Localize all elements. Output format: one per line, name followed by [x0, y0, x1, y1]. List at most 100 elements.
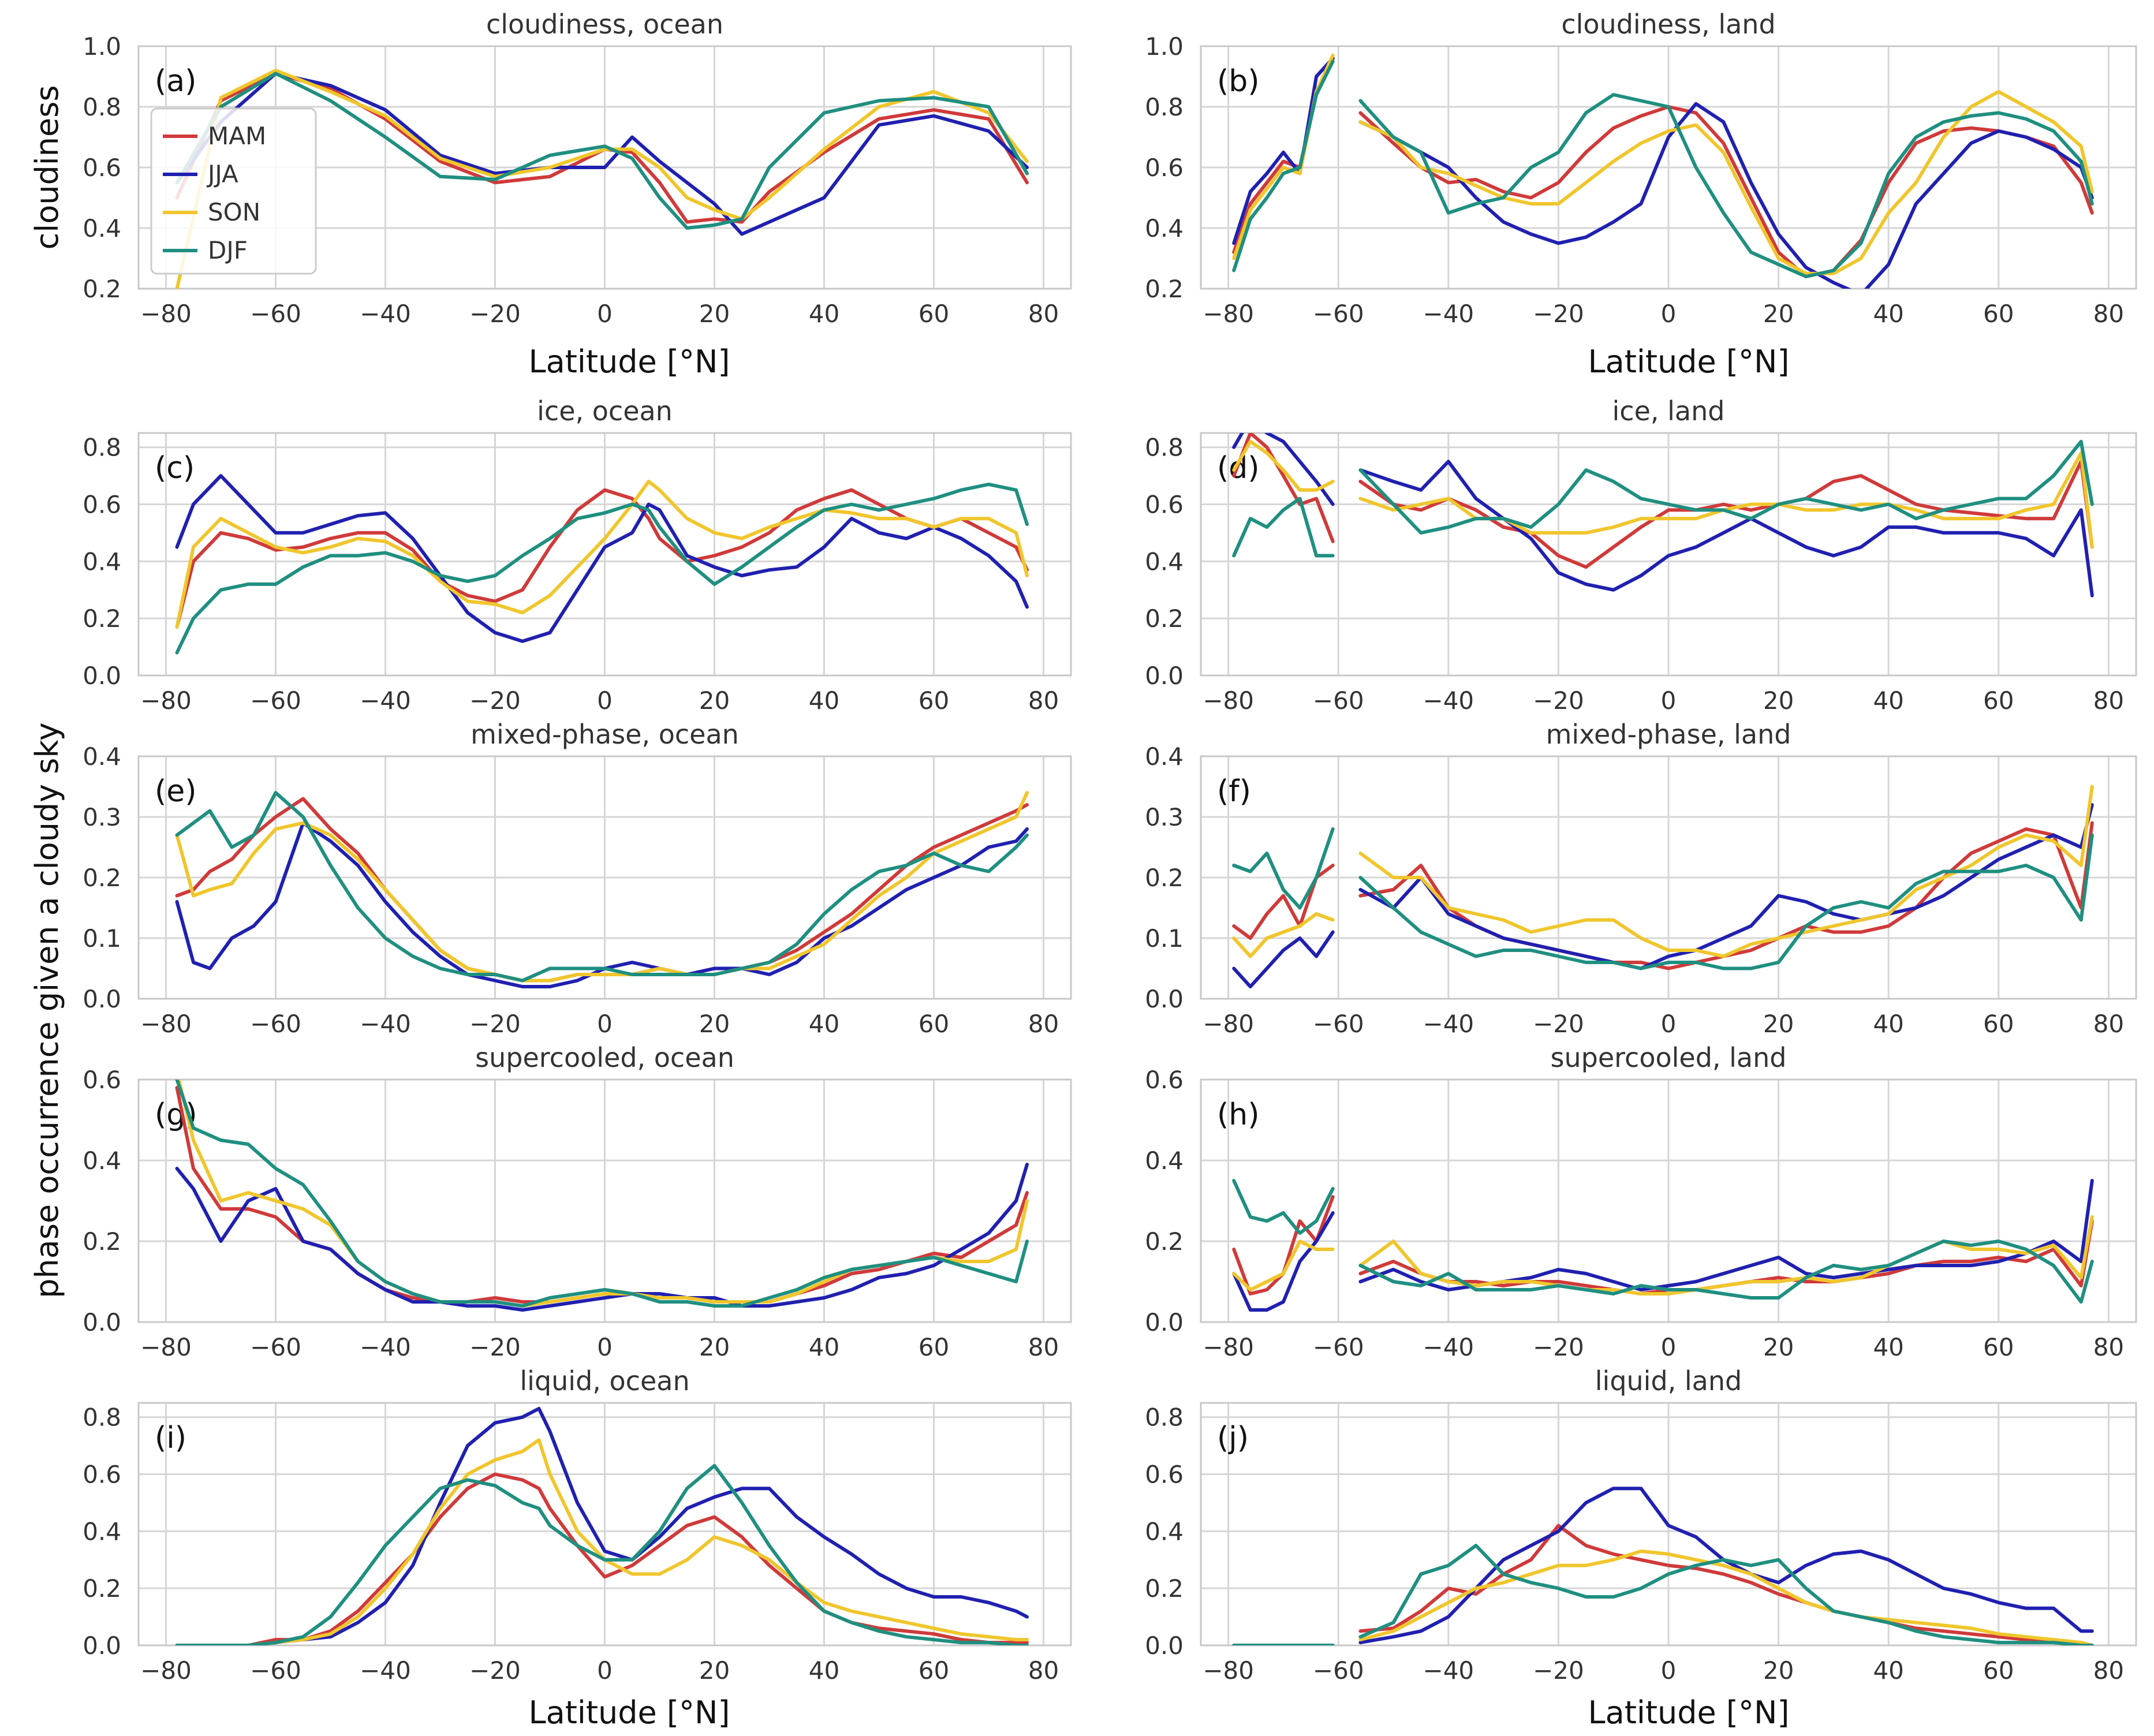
x-tick-label: 60	[1983, 1010, 2014, 1038]
x-tick-label: −40	[360, 1010, 411, 1038]
y-tick-label: 0.0	[83, 985, 121, 1013]
panel-h: −80 −60 −40 −20 0 20 40 60 80 0.0 0.2 0.4 0.6 superco…	[1145, 1042, 2137, 1361]
series-line-djf-b	[1232, 59, 2094, 278]
y-tick-label: 0.3	[1145, 803, 1184, 831]
x-tick-label: −80	[1203, 1656, 1254, 1685]
x-tick-label: 80	[1028, 686, 1059, 715]
x-tick-label: −80	[140, 300, 192, 328]
y-tick-label: 0.0	[1145, 1308, 1184, 1336]
x-tick-label: −20	[469, 1656, 521, 1685]
x-tick-label: −20	[1533, 300, 1584, 328]
y-tick-label: 0.4	[83, 1147, 121, 1175]
x-tick-label: 20	[1763, 1010, 1794, 1038]
x-tick-label: 60	[919, 1656, 949, 1685]
plot-frame-c	[137, 432, 1072, 677]
y-tick-label: 0.1	[1145, 924, 1184, 953]
panels: −80 −60 −40 −20 0 20 40 60 80 0.2 0.4 0.6 0.8 1.0 clou…	[83, 9, 2137, 1685]
y-tick-label: 0.6	[1145, 1461, 1184, 1489]
x-tick-label: −60	[250, 686, 301, 715]
panel-title-i: liquid, ocean	[520, 1365, 689, 1397]
x-label-j: Latitude [°N]	[1588, 1694, 1790, 1731]
x-tick-label: −60	[250, 1333, 301, 1361]
x-tick-label: 40	[1873, 1333, 1903, 1361]
x-tick-label: 60	[1983, 1656, 2014, 1685]
x-tick-label: −80	[1203, 1010, 1254, 1038]
y-tick-label: 0.3	[83, 803, 121, 831]
y-tick-label: 0.2	[1145, 275, 1184, 303]
series-line-son-h	[1232, 1215, 2094, 1296]
panel-letter-e: (e)	[155, 774, 197, 809]
x-tick-label: −60	[1313, 1656, 1364, 1685]
series-line-son-a	[175, 69, 1029, 289]
plot-frame-h	[1200, 1078, 2137, 1323]
x-tick-label: 20	[699, 1333, 730, 1361]
y-tick-label: 0.0	[83, 662, 121, 690]
y-tick-label: 0.2	[83, 275, 121, 303]
panel-f: −80 −60 −40 −20 0 20 40 60 80 0.0 0.1 0.2 0.3 0.4 mixe…	[1145, 719, 2137, 1038]
y-tick-label: 0.4	[1145, 1147, 1184, 1175]
y-tick-label: 0.4	[1145, 1517, 1184, 1545]
y-tick-label: 0.0	[1145, 985, 1184, 1013]
legend-label-son: SON	[208, 198, 260, 226]
y-tick-label: 0.0	[83, 1632, 121, 1660]
y-tick-label: 0.2	[83, 1574, 121, 1603]
x-tick-label: −20	[469, 686, 521, 715]
panel-title-c: ice, ocean	[537, 395, 673, 427]
y-tick-label: 0.4	[83, 1517, 121, 1545]
x-tick-label: 80	[2093, 1333, 2124, 1361]
plot-frame-e	[137, 755, 1072, 1000]
x-tick-label: −80	[1203, 1333, 1254, 1361]
panel-title-j: liquid, land	[1595, 1365, 1742, 1397]
panel-c: −80 −60 −40 −20 0 20 40 60 80 0.0 0.2 0.4 0.6 0.8 ice,…	[83, 395, 1072, 715]
panel-j: −80 −60 −40 −20 0 20 40 60 80 0.0 0.2 0.4 0.6 0.8 liqu…	[1145, 1365, 2137, 1685]
series-line-djf-c	[175, 482, 1029, 655]
x-tick-label: 0	[1661, 300, 1677, 328]
x-tick-label: 80	[2093, 1656, 2124, 1685]
y-tick-label: 0.2	[1145, 864, 1184, 892]
x-tick-label: 60	[919, 1333, 949, 1361]
y-tick-label: 0.0	[83, 1308, 121, 1336]
panel-title-e: mixed-phase, ocean	[471, 719, 739, 750]
x-tick-label: −40	[1423, 686, 1474, 715]
x-tick-label: 40	[1873, 1010, 1903, 1038]
x-tick-label: −60	[250, 1656, 301, 1685]
x-tick-label: 60	[1983, 686, 2014, 715]
x-tick-label: −40	[360, 1656, 411, 1685]
y-tick-label: 0.6	[83, 491, 121, 519]
y-tick-label: 0.6	[83, 154, 121, 182]
y-tick-label: 0.0	[1145, 662, 1184, 690]
x-tick-label: 60	[919, 1010, 949, 1038]
x-tick-label: 80	[1028, 1656, 1059, 1685]
series-line-mam-a	[175, 72, 1029, 224]
x-tick-label: 40	[1873, 1656, 1903, 1685]
x-tick-label: 80	[1028, 1333, 1059, 1361]
x-tick-label: 60	[1983, 300, 2014, 328]
x-tick-label: −60	[250, 300, 301, 328]
x-tick-label: −40	[1423, 1333, 1474, 1361]
series-line-djf-e	[175, 791, 1029, 983]
x-tick-label: 40	[809, 686, 839, 715]
x-tick-label: −80	[140, 1333, 192, 1361]
panel-title-a: cloudiness, ocean	[486, 9, 723, 40]
panel-letter-i: (i)	[155, 1421, 186, 1455]
series-line-son-c	[175, 480, 1029, 629]
y-tick-label: 0.6	[83, 1066, 121, 1094]
panel-letter-j: (j)	[1217, 1421, 1249, 1455]
plot-frame-f	[1200, 755, 2137, 1000]
y-tick-label: 0.6	[83, 1461, 121, 1489]
x-tick-label: 0	[1661, 1656, 1677, 1685]
panel-title-g: supercooled, ocean	[475, 1042, 734, 1073]
x-label-a: Latitude [°N]	[529, 344, 730, 380]
legend-box	[150, 107, 317, 275]
series-line-jja-i	[175, 1406, 1029, 1645]
x-tick-label: 40	[1873, 300, 1903, 328]
panel-letter-h: (h)	[1217, 1097, 1260, 1132]
x-tick-label: 0	[597, 686, 613, 715]
x-tick-label: −60	[250, 1010, 301, 1038]
x-tick-label: 60	[919, 300, 949, 328]
x-tick-label: −20	[469, 300, 521, 328]
y-tick-label: 0.8	[83, 1403, 121, 1432]
x-tick-label: 60	[919, 686, 949, 715]
x-tick-label: 0	[1661, 686, 1677, 715]
